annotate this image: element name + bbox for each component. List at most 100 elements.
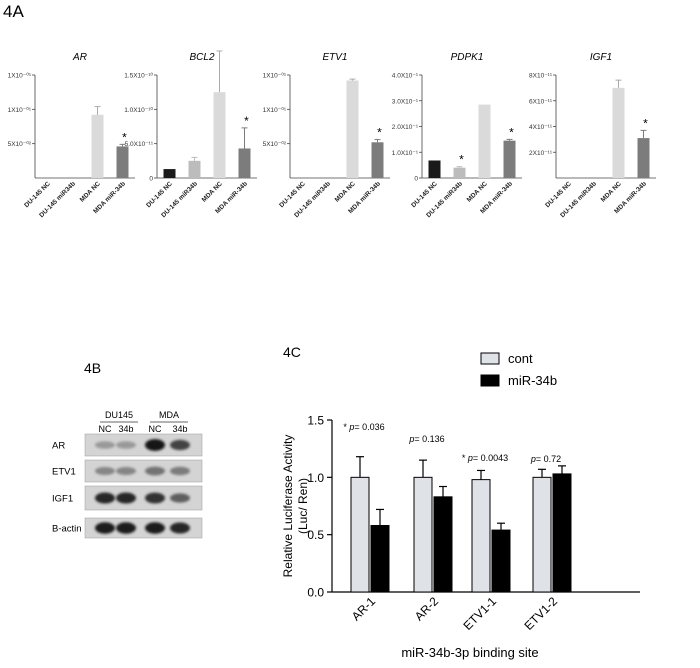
bar xyxy=(213,92,226,178)
blot-row-label: IGF1 xyxy=(52,494,73,505)
y-axis-label: Relative Luciferase Activity(Luc/ Ren) xyxy=(281,435,310,578)
bar-mir34b xyxy=(552,473,572,593)
bar xyxy=(637,138,650,178)
y-tick-label: 1X10⁻⁰¹ xyxy=(8,106,32,114)
y-tick-label: 1.5X10⁻¹⁰ xyxy=(124,72,153,80)
y-tick-label: 4X10⁻¹¹ xyxy=(529,124,553,131)
blot-band xyxy=(95,441,115,449)
blot-lane-label: NC xyxy=(149,424,162,434)
blot-band xyxy=(170,493,190,503)
p-value-text: = 0.72 xyxy=(536,454,561,464)
p-value-prefix: p xyxy=(408,434,414,444)
bar-mir34b xyxy=(370,524,390,593)
bar xyxy=(116,146,129,178)
blot-row-label: ETV1 xyxy=(52,467,76,478)
blot-band xyxy=(95,466,115,476)
y-tick-label: 4.0X10⁻¹ xyxy=(392,73,419,80)
y-tick-label: 0.5 xyxy=(307,528,324,542)
panel-label-a: 4A xyxy=(3,2,24,21)
blot-band xyxy=(145,439,165,451)
bar xyxy=(188,160,201,178)
x-tick-label: MDA NC xyxy=(334,180,357,203)
y-tick-label: 0 xyxy=(414,176,418,183)
p-value-prefix: p xyxy=(467,453,473,463)
y-axis-label-line: Relative Luciferase Activity xyxy=(281,435,295,578)
x-tick-label: MDA NC xyxy=(201,180,224,203)
blot-band xyxy=(116,466,136,476)
y-axis-label-line: (Luc/ Ren) xyxy=(296,478,310,534)
bar-cont xyxy=(350,476,370,593)
y-tick-label: 2X10⁻¹¹ xyxy=(529,150,553,157)
x-tick-label: ETV1-2 xyxy=(521,594,560,633)
p-value-label: p= 0.72 xyxy=(530,454,561,464)
y-tick-label: 5X10⁻⁰² xyxy=(8,140,32,148)
significance-star: * xyxy=(459,153,464,167)
blot-band xyxy=(170,439,190,451)
blot-band xyxy=(95,492,115,504)
bar-cont xyxy=(532,476,552,593)
blot-band xyxy=(116,522,136,534)
y-tick-label: 6X10⁻¹¹ xyxy=(529,98,553,105)
bar xyxy=(163,169,176,178)
western-blot: DU145 MDA NC 34b NC 34b AR ETV1 IGF1 B-actin xyxy=(52,410,203,539)
p-value-label: * p= 0.036 xyxy=(343,422,384,432)
y-tick-label: 5.0X10⁻¹¹ xyxy=(125,141,154,148)
y-tick-label: 8X10⁻¹¹ xyxy=(529,73,553,80)
chart-title: PDPK1 xyxy=(451,52,484,63)
legend-label: miR-34b xyxy=(508,373,557,388)
p-value-prefix: p xyxy=(348,422,354,432)
y-tick-label: 2.0X10⁻¹ xyxy=(392,124,419,131)
p-value-star: * xyxy=(462,453,468,463)
blot-group-label: MDA xyxy=(159,410,179,420)
bar-mir34b xyxy=(433,496,453,593)
significance-star: * xyxy=(509,125,514,139)
y-tick-label: 3.0X10⁻¹ xyxy=(392,98,419,105)
blot-band xyxy=(145,492,165,504)
bar xyxy=(453,167,466,178)
bar xyxy=(371,142,384,178)
legend-swatch xyxy=(480,374,500,387)
y-tick-label: 0 xyxy=(149,176,153,183)
chart-title: AR xyxy=(72,52,87,63)
panel-label-b: 4B xyxy=(84,360,101,376)
x-tick-label: AR-1 xyxy=(349,594,378,623)
bar-cont xyxy=(413,476,433,593)
bar xyxy=(503,140,516,178)
blot-lane-label: 34b xyxy=(172,424,187,434)
bar xyxy=(612,87,625,178)
x-tick-label: MDA NC xyxy=(79,180,102,203)
x-tick-label: ETV1-1 xyxy=(460,594,499,633)
blot-strip xyxy=(84,459,203,483)
blot-lane-label: 34b xyxy=(118,424,133,434)
legend-swatch xyxy=(480,352,500,365)
luciferase-chart: 0.0 0.5 1.0 1.5 Relative Luciferase Activity… xyxy=(281,351,640,660)
blot-band xyxy=(116,441,136,449)
blot-strip xyxy=(84,517,203,539)
p-value-text: = 0.0043 xyxy=(473,453,508,463)
y-tick-label: 1.0X10⁻¹ xyxy=(392,150,419,157)
p-value-star: * xyxy=(343,422,349,432)
blot-strip xyxy=(84,433,203,457)
panel-label-c: 4C xyxy=(283,344,301,360)
significance-star: * xyxy=(122,130,127,144)
bar xyxy=(346,80,359,178)
y-tick-label: 1X10⁻⁰¹ xyxy=(263,72,287,80)
significance-star: * xyxy=(643,116,648,130)
bar xyxy=(238,148,251,178)
y-tick-label: 1.0 xyxy=(307,471,324,485)
chart-pdpk1: PDPK14.0X10⁻¹3.0X10⁻¹2.0X10⁻¹1.0X10⁻¹0DU… xyxy=(392,52,522,219)
blot-row-label: AR xyxy=(52,441,65,452)
x-tick-label: MDA NC xyxy=(600,180,623,203)
blot-group-label: DU145 xyxy=(105,410,133,420)
blot-lane-label: NC xyxy=(99,424,112,434)
y-tick-label: 1X10⁻⁰¹ xyxy=(263,106,287,114)
bar-mir34b xyxy=(491,529,511,593)
x-tick-label: MDA NC xyxy=(466,180,489,203)
blot-band xyxy=(145,466,165,476)
bar xyxy=(428,160,441,178)
legend-label: cont xyxy=(508,351,533,366)
